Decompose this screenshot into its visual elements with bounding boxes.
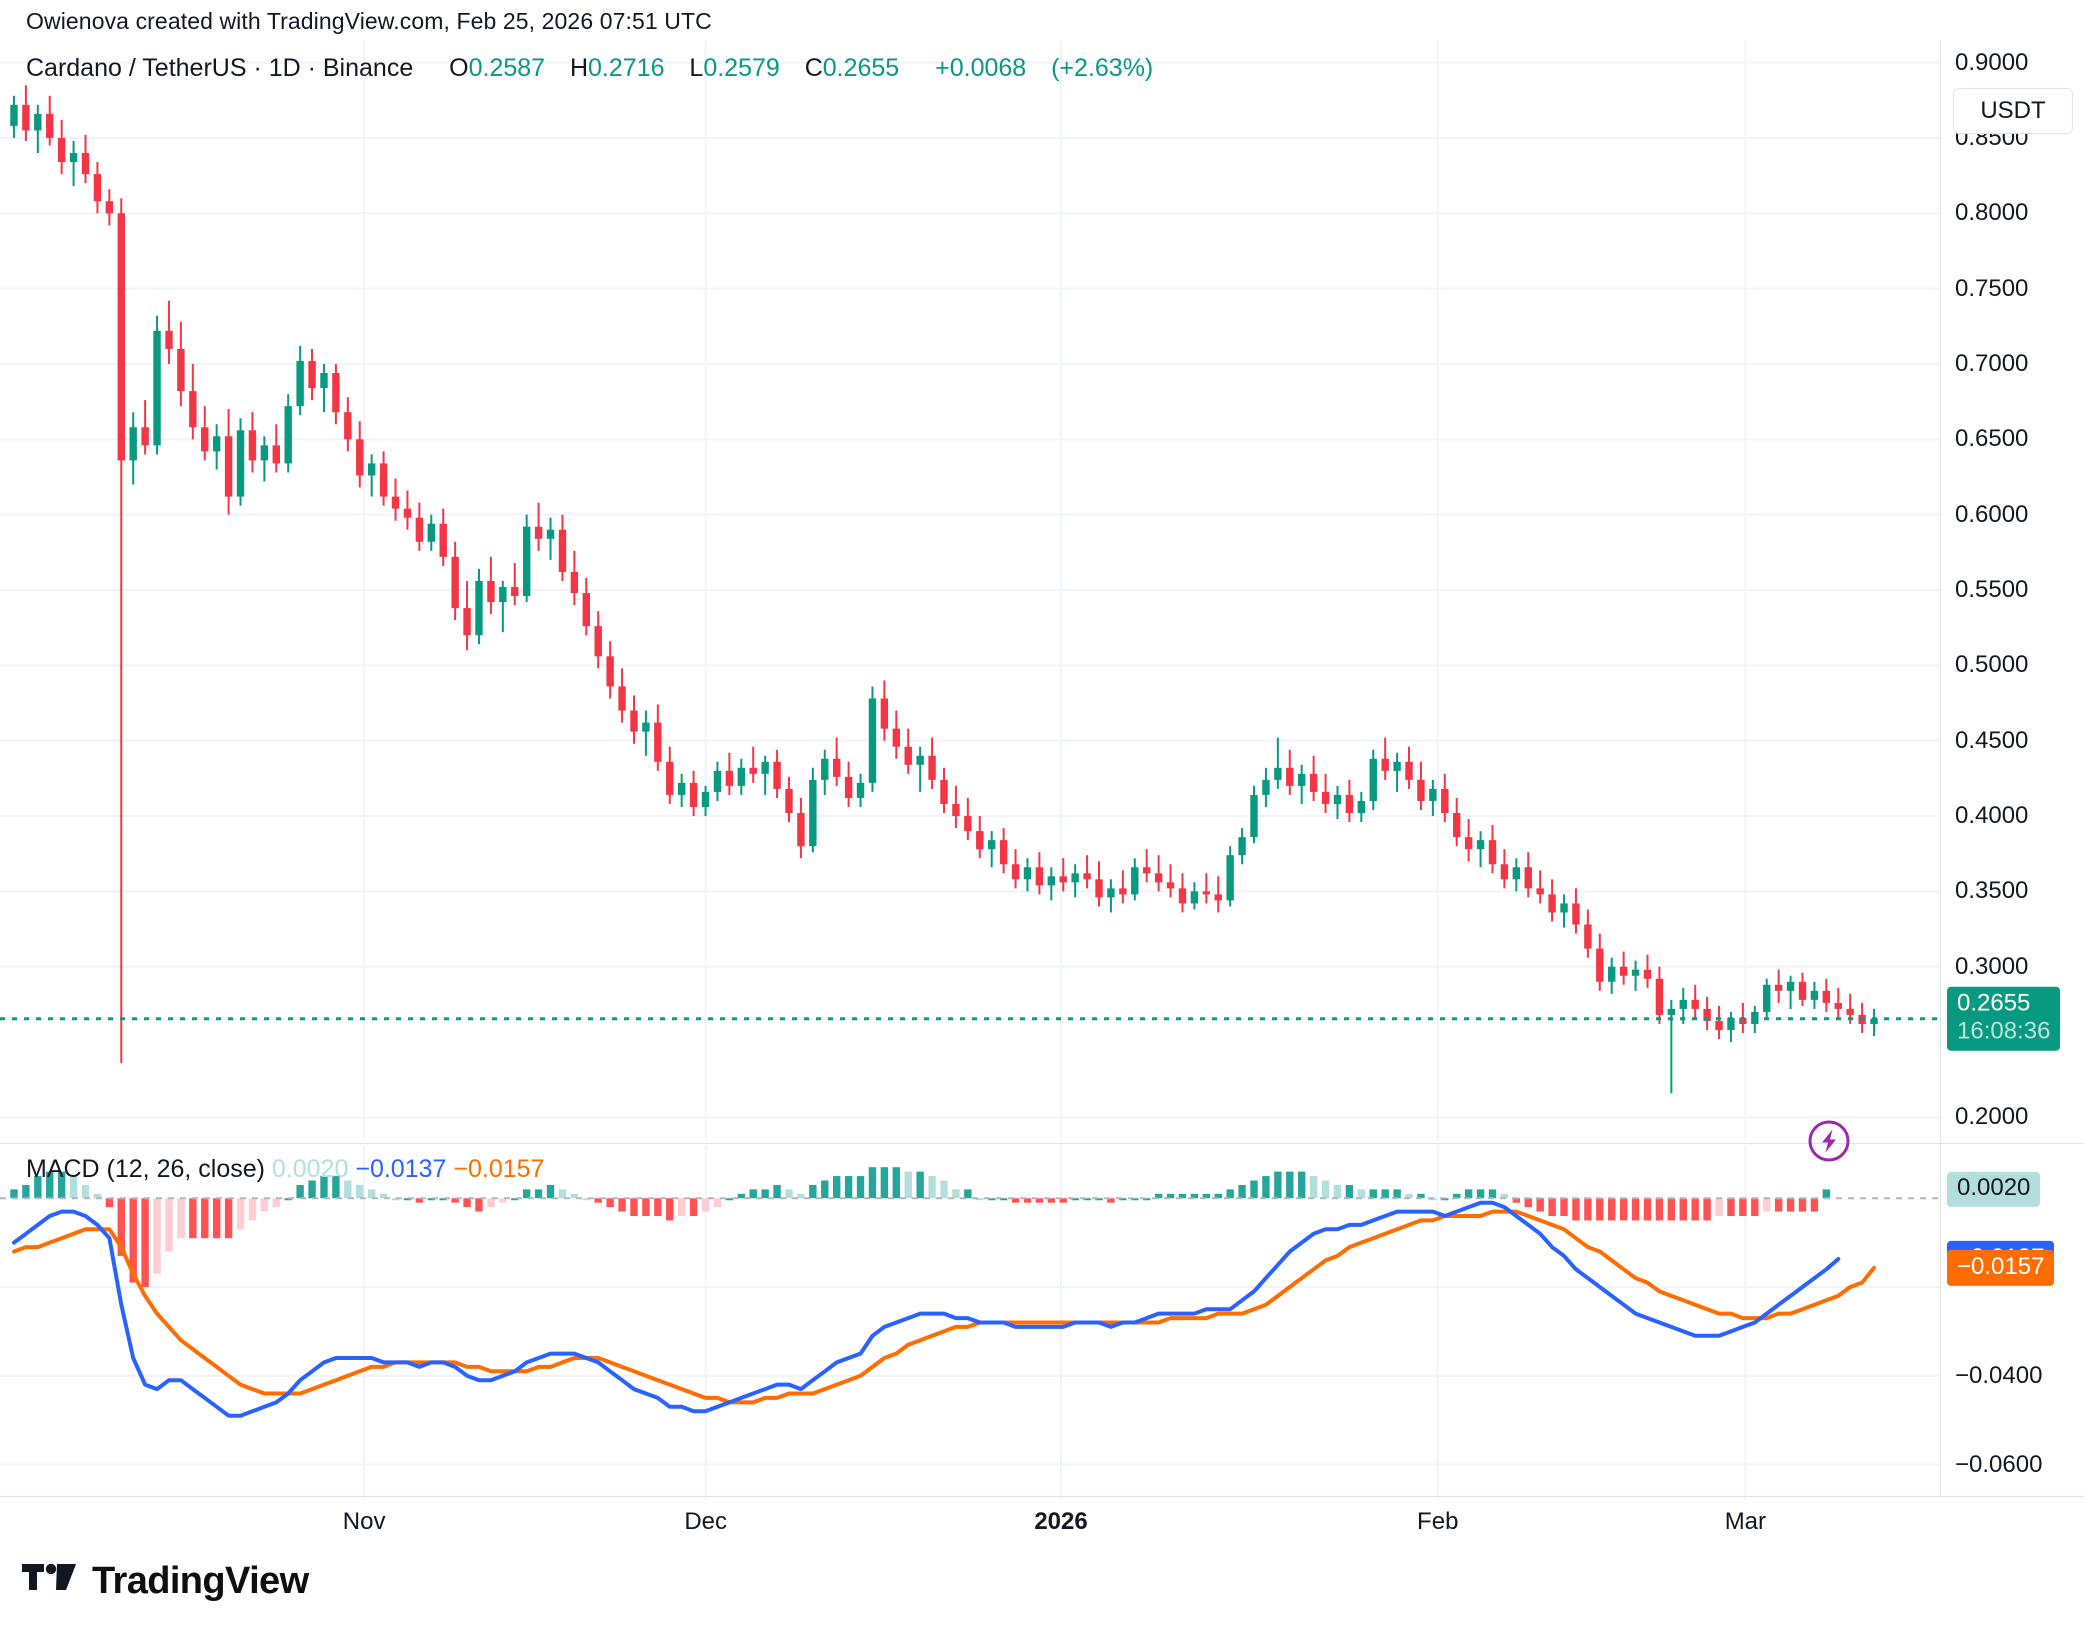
macd-axis-tick: −0.0600 [1955, 1450, 2043, 1478]
open-key: O [449, 54, 469, 82]
price-axis-tick: 0.5000 [1955, 651, 2029, 679]
last-price-value: 0.2655 [1957, 989, 2031, 1017]
price-axis-tick: 0.4000 [1955, 802, 2029, 830]
price-axis-tick: 0.2000 [1955, 1103, 2029, 1131]
high-value: 0.2716 [588, 54, 665, 82]
macd-histogram-value: 0.0020 [271, 1155, 349, 1183]
tradingview-wordmark: TradingView [92, 1560, 309, 1602]
bolt-icon[interactable] [1806, 1118, 1852, 1164]
low-value: 0.2579 [703, 54, 780, 82]
macd-pane[interactable] [0, 1145, 1940, 1500]
price-axis-tick: 0.3000 [1955, 952, 2029, 980]
macd-axis[interactable]: 0.0020−0.0137−0.0157−0.0400−0.0600 [1941, 1145, 2084, 1500]
price-axis[interactable]: 0.9000 0.8500 0.8000 0.7500 0.7000 0.6500 0.60… [1941, 40, 2084, 1143]
close-value: 0.2655 [822, 54, 900, 82]
time-axis[interactable]: Nov Dec 2026 Feb Mar [0, 1496, 2084, 1550]
price-axis-tick: 0.4500 [1955, 726, 2029, 754]
price-axis-tick: 0.7500 [1955, 274, 2029, 302]
price-pane[interactable] [0, 40, 1940, 1140]
macd-legend[interactable]: MACD (12, 26, close) 0.0020 −0.0137 −0.0… [26, 1155, 544, 1184]
price-axis-tick: 0.9000 [1955, 48, 2029, 76]
price-axis-tick: 0.6000 [1955, 500, 2029, 528]
close-key: C [804, 54, 823, 82]
macd-histogram-badge[interactable]: 0.0020 [1947, 1172, 2041, 1207]
price-axis-tick: 0.8000 [1955, 199, 2029, 227]
macd-plot [0, 1145, 1940, 1500]
currency-chip[interactable]: USDT [1953, 88, 2073, 134]
price-axis-tick: 0.7000 [1955, 349, 2029, 377]
attribution-text: Owienova created with TradingView.com, F… [26, 8, 712, 34]
macd-signal-value: −0.0157 [453, 1155, 545, 1183]
symbol-title[interactable]: Cardano / TetherUS · 1D · Binance [26, 54, 414, 82]
macd-signal-badge[interactable]: −0.0157 [1947, 1249, 2055, 1287]
time-axis-tick: Feb [1417, 1508, 1459, 1535]
bar-countdown: 16:08:36 [1957, 1017, 2051, 1045]
price-axis-tick: 0.6500 [1955, 425, 2029, 453]
low-key: L [689, 54, 704, 82]
macd-title[interactable]: MACD (12, 26, close) [26, 1155, 265, 1183]
pane-separator [0, 1143, 2084, 1144]
chart-frame: Cardano / TetherUS · 1D · Binance O0.258… [0, 40, 2084, 1500]
macd-line-value: −0.0137 [355, 1155, 447, 1183]
candlestick-plot [0, 40, 1940, 1140]
price-axis-divider [1940, 40, 1941, 1496]
high-key: H [569, 54, 589, 82]
time-axis-tick: Nov [342, 1508, 386, 1535]
time-axis-tick: 2026 [1034, 1508, 1088, 1535]
tradingview-logo[interactable]: TradingView [22, 1560, 309, 1603]
tradingview-logo-icon [22, 1560, 78, 1603]
last-price-badge[interactable]: 0.2655 16:08:36 [1947, 986, 2061, 1051]
macd-axis-tick: −0.0400 [1955, 1361, 2043, 1389]
time-axis-tick: Dec [684, 1508, 728, 1535]
change-percent: (+2.63%) [1051, 54, 1154, 82]
symbol-legend[interactable]: Cardano / TetherUS · 1D · Binance O0.258… [26, 54, 1153, 83]
time-axis-tick: Mar [1724, 1508, 1767, 1535]
price-axis-tick: 0.5500 [1955, 576, 2029, 603]
open-value: 0.2587 [468, 54, 546, 82]
time-axis-separator [0, 1496, 2084, 1497]
change-value: +0.0068 [935, 54, 1027, 82]
price-axis-tick: 0.3500 [1955, 877, 2029, 905]
